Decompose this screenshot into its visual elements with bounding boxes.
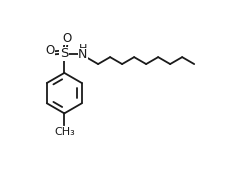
Text: S: S	[60, 47, 68, 60]
Text: O: O	[45, 44, 54, 57]
Text: CH₃: CH₃	[54, 127, 75, 137]
Text: H: H	[78, 44, 87, 55]
Text: O: O	[63, 32, 72, 45]
Text: N: N	[78, 48, 87, 61]
